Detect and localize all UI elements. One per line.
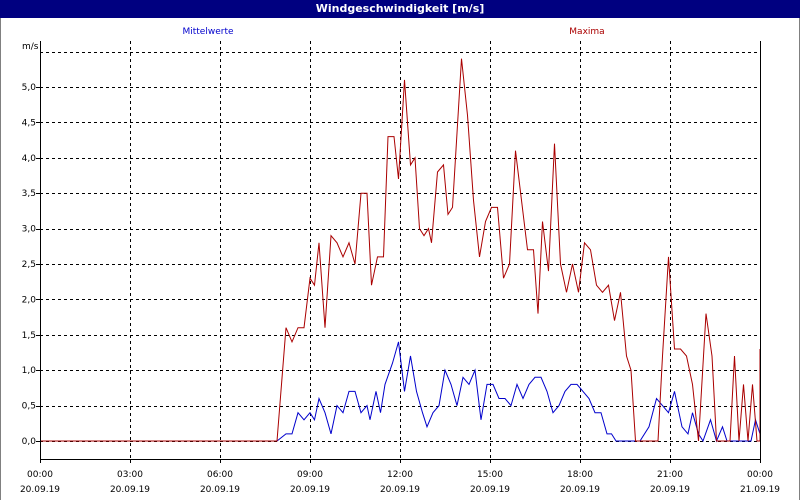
x-tick-time: 06:00	[207, 470, 233, 480]
x-tick-date: 20.09.19	[290, 485, 330, 495]
x-tick-time: 15:00	[477, 470, 503, 480]
y-tick-label: 5,0	[22, 83, 37, 93]
series-line-mittelwerte	[40, 341, 761, 443]
legend-mittelwerte: Mittelwerte	[182, 27, 233, 37]
series-line-maxima	[40, 58, 761, 442]
x-tick-labels: 00:00 20.09.19 03:00 20.09.19 06:00 20.09.19 0…	[20, 459, 780, 495]
y-axis-label: m/s	[22, 42, 39, 52]
x-tick-time: 18:00	[567, 470, 593, 480]
x-tick-date: 20.09.19	[650, 485, 690, 495]
x-tick-time: 21:00	[657, 470, 683, 480]
legend-maxima: Maxima	[569, 27, 604, 37]
x-tick-date: 20.09.19	[470, 485, 510, 495]
x-tick-date: 20.09.19	[110, 485, 150, 495]
y-tick-labels: 0,0 0,5 1,0 1,5 2,0 2,5 3,0 3,5 4,0 4,5 5,0	[22, 83, 40, 447]
y-tick-label: 2,5	[22, 260, 36, 270]
grid-lines	[40, 41, 760, 459]
y-tick-label: 2,0	[22, 295, 37, 305]
y-tick-label: 4,5	[22, 118, 36, 128]
x-tick-date: 20.09.19	[20, 485, 60, 495]
y-tick-label: 0,5	[22, 402, 36, 412]
x-tick-date: 20.09.19	[200, 485, 240, 495]
window-title: Windgeschwindigkeit [m/s]	[0, 0, 800, 18]
y-tick-label: 3,5	[22, 189, 36, 199]
y-tick-label: 1,0	[22, 366, 37, 376]
y-tick-label: 0,0	[22, 437, 37, 447]
x-tick-time: 00:00	[747, 470, 773, 480]
x-tick-time: 00:00	[27, 470, 53, 480]
series-lines	[40, 58, 761, 443]
y-tick-label: 1,5	[22, 331, 36, 341]
x-tick-time: 09:00	[297, 470, 323, 480]
x-tick-date: 20.09.19	[380, 485, 420, 495]
x-tick-time: 12:00	[387, 470, 413, 480]
x-tick-date: 21.09.19	[740, 485, 780, 495]
x-tick-time: 03:00	[117, 470, 143, 480]
y-tick-label: 4,0	[22, 154, 37, 164]
y-tick-label: 3,0	[22, 225, 37, 235]
x-tick-date: 20.09.19	[560, 485, 600, 495]
